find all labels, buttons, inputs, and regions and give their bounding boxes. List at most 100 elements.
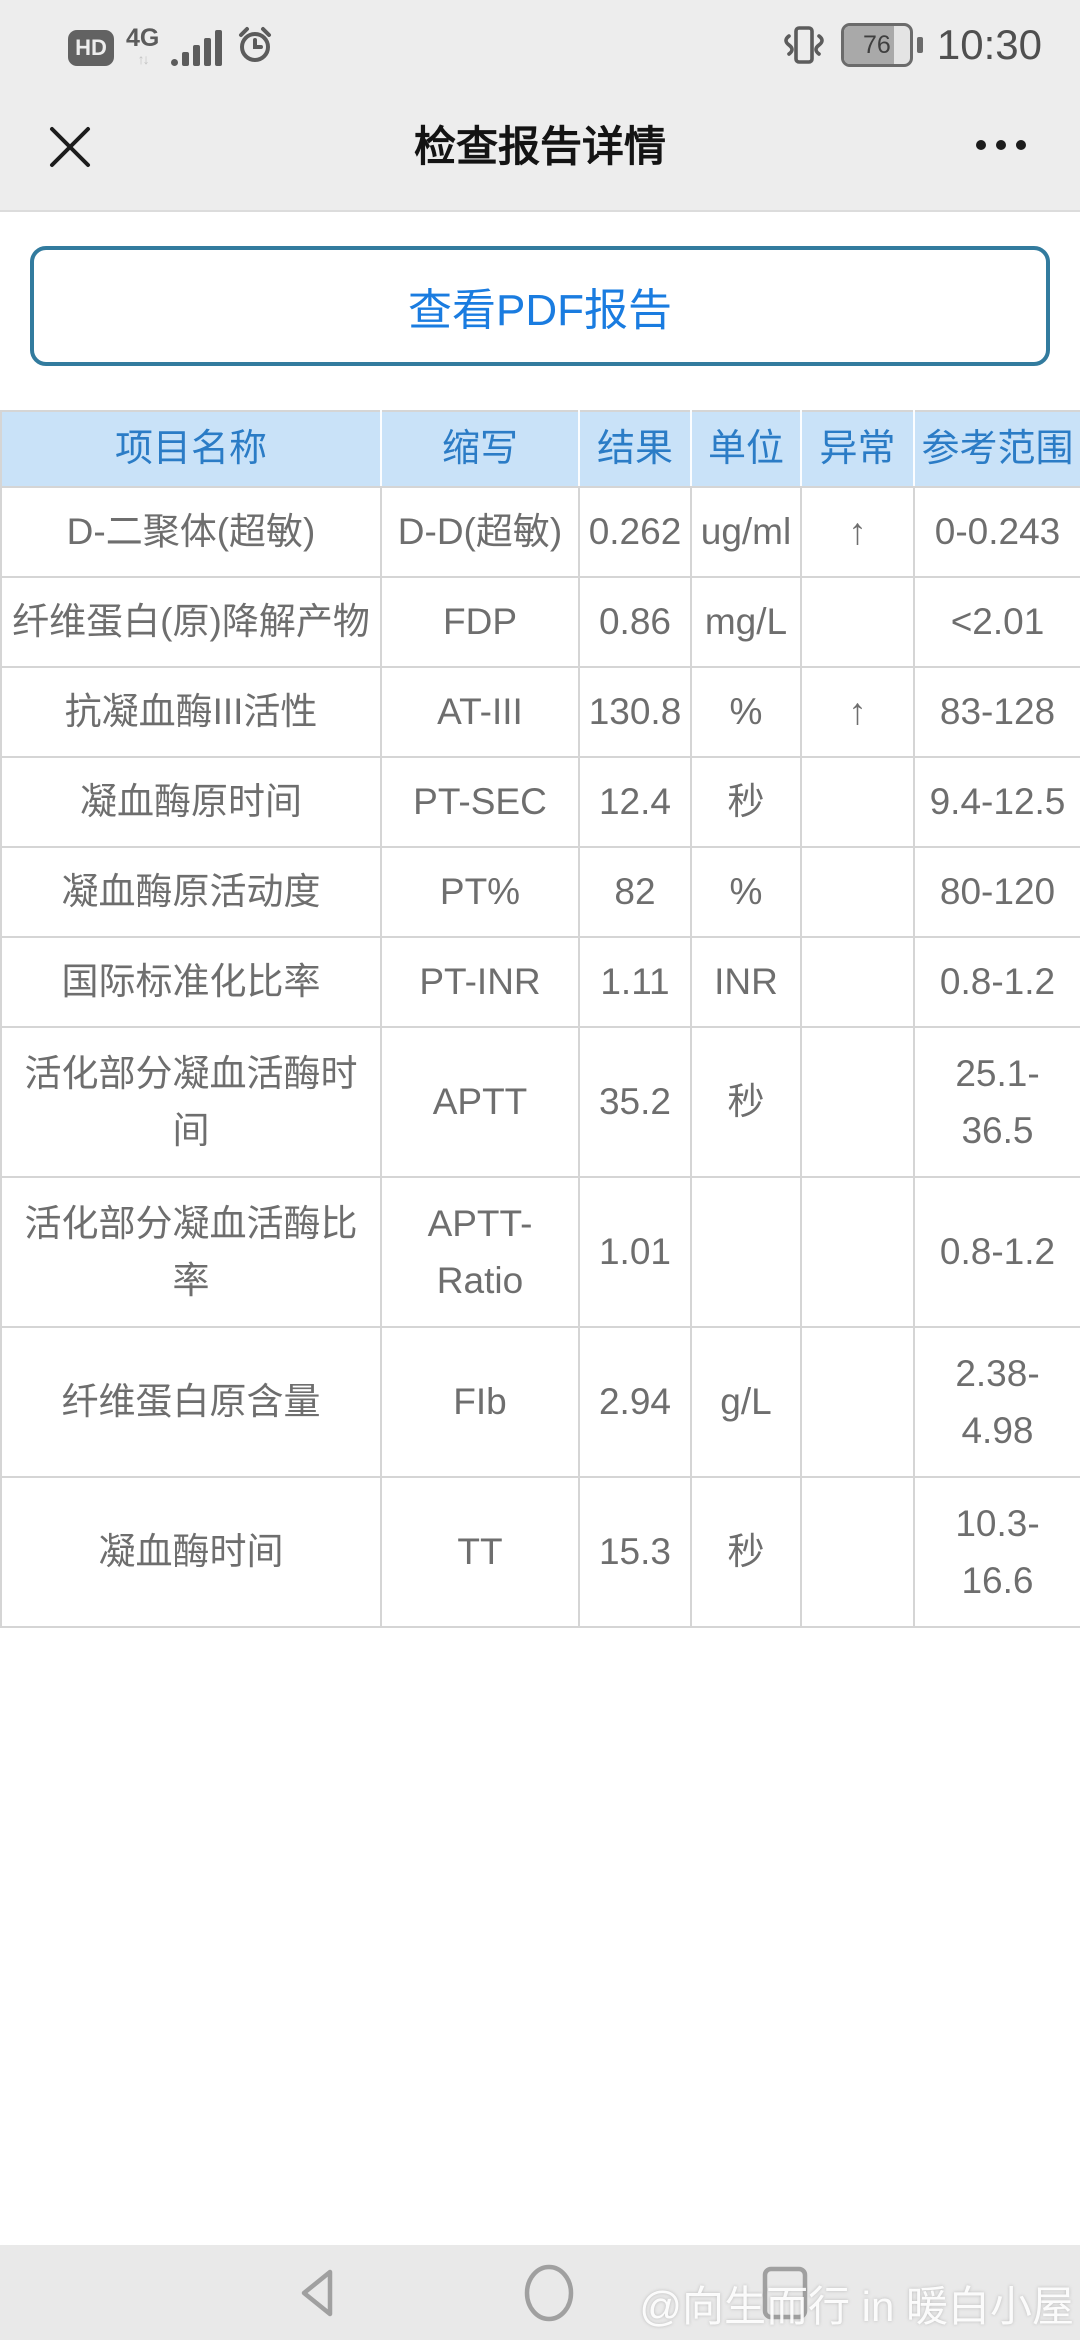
table-row: 抗凝血酶III活性 AT-III 130.8% ↑ 83-128 xyxy=(0,666,1080,758)
cell-result: 2.94 xyxy=(578,1326,692,1478)
table-row: 国际标准化比率 PT-INR 1.11 INR 0.8-1.2 xyxy=(0,936,1080,1028)
status-bar-left: HD 4G ↑↓ xyxy=(68,24,276,66)
view-pdf-report-button[interactable]: 查看PDF报告 xyxy=(30,246,1050,366)
cell-abnormal-flag xyxy=(800,756,915,848)
column-header: 异常 xyxy=(800,410,915,488)
cell-reference-range: 0.8-1.2 xyxy=(913,1176,1080,1328)
cell-abnormal-flag xyxy=(800,1326,915,1478)
cell-reference-range: 0.8-1.2 xyxy=(913,936,1080,1028)
battery-nub xyxy=(916,37,923,53)
cell-unit: % xyxy=(690,666,802,758)
cell-item-name: 抗凝血酶III活性 xyxy=(0,666,382,758)
table-row: 纤维蛋白原含量 FIb 2.94 g/L 2.38- 4.98 xyxy=(0,1326,1080,1478)
cell-abbreviation: TT xyxy=(380,1476,580,1628)
status-bar-right: 76 10:30 xyxy=(781,20,1042,70)
cell-unit: g/L xyxy=(690,1326,802,1478)
cell-unit: % xyxy=(690,846,802,938)
cell-reference-range: 25.1- 36.5 xyxy=(913,1026,1080,1178)
cell-item-name: 纤维蛋白(原)降解产物 xyxy=(0,576,382,668)
battery-fill xyxy=(843,26,895,64)
column-header: 结果 xyxy=(578,410,692,488)
cell-unit xyxy=(690,1176,802,1328)
nav-back-button[interactable] xyxy=(292,2264,340,2322)
nav-home-button[interactable] xyxy=(522,2262,576,2324)
cell-item-name: 凝血酶原活动度 xyxy=(0,846,382,938)
column-header: 项目名称 xyxy=(0,410,382,488)
cell-result: 15.3 xyxy=(578,1476,692,1628)
table-row: 活化部分凝血活酶比 率 APTT- Ratio 1.01 0.8-1.2 xyxy=(0,1176,1080,1328)
cell-abbreviation: FIb xyxy=(380,1326,580,1478)
cell-reference-range: 0-0.243 xyxy=(913,486,1080,578)
battery-percent: 76 xyxy=(862,30,891,59)
cell-abbreviation: APTT- Ratio xyxy=(380,1176,580,1328)
cell-abbreviation: APTT xyxy=(380,1026,580,1178)
table-row: 凝血酶时间 TT 15.3 秒 10.3- 16.6 xyxy=(0,1476,1080,1628)
cell-result: 82 xyxy=(578,846,692,938)
cell-abbreviation: AT-III xyxy=(380,666,580,758)
status-time: 10:30 xyxy=(936,21,1042,68)
cell-unit: ug/ml xyxy=(690,486,802,578)
hd-icon: HD xyxy=(68,30,114,66)
cell-abnormal-flag: ↑ xyxy=(800,486,915,578)
cell-item-name: 活化部分凝血活酶时 间 xyxy=(0,1026,382,1178)
vibrate-icon xyxy=(784,26,824,64)
cell-unit: mg/L xyxy=(690,576,802,668)
cell-item-name: 活化部分凝血活酶比 率 xyxy=(0,1176,382,1328)
page-title: 检查报告详情 xyxy=(413,123,666,170)
cell-reference-range: 83-128 xyxy=(913,666,1080,758)
column-header: 单位 xyxy=(690,410,802,488)
table-row: D-二聚体(超敏) D-D(超敏) 0.262 ug/ml ↑ 0-0.243 xyxy=(0,486,1080,578)
table-row: 纤维蛋白(原)降解产物 FDP 0.86 mg/L <2.01 xyxy=(0,576,1080,668)
cell-reference-range: 2.38- 4.98 xyxy=(913,1326,1080,1478)
cell-result: 35.2 xyxy=(578,1026,692,1178)
cell-item-name: 国际标准化比率 xyxy=(0,936,382,1028)
cell-abbreviation: PT-INR xyxy=(380,936,580,1028)
android-nav-bar xyxy=(0,2245,1080,2340)
alarm-clock-icon xyxy=(239,27,272,62)
column-header: 缩写 xyxy=(380,410,580,488)
cell-reference-range: 10.3- 16.6 xyxy=(913,1476,1080,1628)
nav-recents-button[interactable] xyxy=(760,2264,810,2322)
title-bar: 检查报告详情 xyxy=(0,84,1080,212)
cell-result: 130.8 xyxy=(578,666,692,758)
cell-abnormal-flag xyxy=(800,1176,915,1328)
cell-item-name: 纤维蛋白原含量 xyxy=(0,1326,382,1478)
cell-result: 0.86 xyxy=(578,576,692,668)
column-header: 参考范围 xyxy=(913,410,1080,488)
table-row: 凝血酶原时间 PT-SEC 12.4 秒 9.4-12.5 xyxy=(0,756,1080,848)
cell-abbreviation: FDP xyxy=(380,576,580,668)
table-body: D-二聚体(超敏) D-D(超敏) 0.262 ug/ml ↑ 0-0.243 纤维蛋白(原… xyxy=(0,486,1080,1628)
cell-reference-range: 80-120 xyxy=(913,846,1080,938)
signal-bars-icon xyxy=(171,28,223,66)
cell-reference-range: 9.4-12.5 xyxy=(913,756,1080,848)
cell-result: 1.01 xyxy=(578,1176,692,1328)
cell-unit: 秒 xyxy=(690,756,802,848)
more-options-icon[interactable] xyxy=(976,140,1026,150)
cell-result: 0.262 xyxy=(578,486,692,578)
cell-reference-range: <2.01 xyxy=(913,576,1080,668)
cell-abnormal-flag xyxy=(800,1026,915,1178)
network-arrows-icon: ↑↓ xyxy=(137,51,150,67)
cell-abbreviation: PT-SEC xyxy=(380,756,580,848)
cell-item-name: 凝血酶时间 xyxy=(0,1476,382,1628)
cell-abnormal-flag xyxy=(800,576,915,668)
status-bar: HD 4G ↑↓ xyxy=(0,0,1080,84)
cell-abnormal-flag xyxy=(800,846,915,938)
close-icon[interactable] xyxy=(40,117,100,177)
cell-abbreviation: D-D(超敏) xyxy=(380,486,580,578)
cell-abnormal-flag: ↑ xyxy=(800,666,915,758)
cell-abbreviation: PT% xyxy=(380,846,580,938)
cell-result: 12.4 xyxy=(578,756,692,848)
table-row: 活化部分凝血活酶时 间 APTT 35.2 秒 25.1- 36.5 xyxy=(0,1026,1080,1178)
network-indicator: 4G ↑↓ xyxy=(126,24,160,67)
cell-result: 1.11 xyxy=(578,936,692,1028)
cell-abnormal-flag xyxy=(800,936,915,1028)
table-row: 凝血酶原活动度 PT% 82% 80-120 xyxy=(0,846,1080,938)
network-4g-icon: 4G xyxy=(126,24,160,52)
cell-unit: INR xyxy=(690,936,802,1028)
cell-unit: 秒 xyxy=(690,1026,802,1178)
cell-item-name: 凝血酶原时间 xyxy=(0,756,382,848)
battery-icon: 76 xyxy=(840,23,913,67)
report-table: 项目名称 缩写 结果 单位 异常 参考范围 D-二聚体(超敏) D-D(超敏) 0.262 ug… xyxy=(0,410,1080,1628)
